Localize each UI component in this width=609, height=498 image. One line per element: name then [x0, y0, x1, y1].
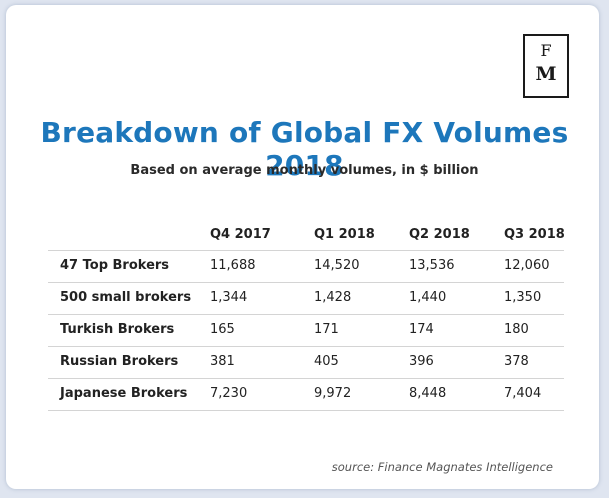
chart-subtitle: Based on average monthly volumes, in $ b… — [130, 163, 479, 178]
column-header: Q3 2018 — [504, 227, 565, 242]
table-row: 47 Top Brokers 11,688 14,520 13,536 12,0… — [48, 251, 564, 283]
fm-logo: F M — [523, 34, 569, 98]
table-cell: 9,972 — [314, 386, 352, 401]
row-label: Russian Brokers — [60, 354, 179, 369]
table-cell: 396 — [409, 354, 434, 369]
table-cell: 174 — [409, 322, 434, 337]
table-cell: 165 — [210, 322, 235, 337]
row-label: 47 Top Brokers — [60, 258, 170, 273]
table-cell: 8,448 — [409, 386, 447, 401]
table-row: Japanese Brokers 7,230 9,972 8,448 7,404 — [48, 379, 564, 411]
table-cell: 1,344 — [210, 290, 248, 305]
table-cell: 180 — [504, 322, 529, 337]
table-cell: 381 — [210, 354, 235, 369]
column-header: Q1 2018 — [314, 227, 375, 242]
column-header: Q2 2018 — [409, 227, 470, 242]
logo-letter-f: F — [540, 41, 552, 60]
table-cell: 1,350 — [504, 290, 542, 305]
table-cell: 405 — [314, 354, 339, 369]
column-header: Q4 2017 — [210, 227, 271, 242]
table-cell: 1,440 — [409, 290, 447, 305]
table-header-row: Q4 2017 Q1 2018 Q2 2018 Q3 2018 — [48, 220, 565, 251]
table-cell: 1,428 — [314, 290, 352, 305]
table-cell: 378 — [504, 354, 529, 369]
table-cell: 11,688 — [210, 258, 256, 273]
table-row: Turkish Brokers 165 171 174 180 — [48, 315, 564, 347]
chart-title: Breakdown of Global FX Volumes 2018 — [40, 116, 569, 182]
table-cell: 13,536 — [409, 258, 455, 273]
table-cell: 12,060 — [504, 258, 550, 273]
row-label: Japanese Brokers — [60, 386, 188, 401]
logo-letter-m: M — [535, 63, 557, 85]
table-cell: 7,230 — [210, 386, 248, 401]
table-cell: 7,404 — [504, 386, 542, 401]
table-row: Russian Brokers 381 405 396 378 — [48, 347, 564, 379]
table-row: 500 small brokers 1,344 1,428 1,440 1,35… — [48, 283, 564, 315]
table-cell: 14,520 — [314, 258, 360, 273]
source-note: source: Finance Magnates Intelligence — [331, 460, 553, 474]
row-label: Turkish Brokers — [60, 322, 175, 337]
table-cell: 171 — [314, 322, 339, 337]
card-frame — [6, 5, 599, 489]
volumes-table: Q4 2017 Q1 2018 Q2 2018 Q3 2018 47 Top B… — [48, 220, 565, 411]
row-label: 500 small brokers — [60, 290, 192, 305]
